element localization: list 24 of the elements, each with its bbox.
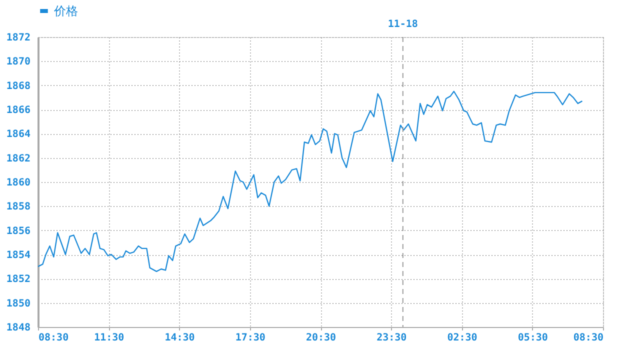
y-tick-label: 1870: [6, 56, 30, 68]
x-tick-label: 08:30: [38, 332, 69, 344]
y-tick-label: 1862: [6, 153, 30, 164]
x-tick-label: 11:30: [94, 332, 124, 344]
x-tick-label: 17:30: [235, 332, 266, 344]
x-tick-label: 05:30: [518, 332, 548, 344]
x-tick-label: 14:30: [164, 332, 195, 344]
y-tick-label: 1850: [6, 298, 30, 310]
x-tick-label: 20:30: [306, 332, 336, 344]
y-tick-label: 1858: [6, 202, 30, 213]
x-tick-label: 23:30: [376, 332, 407, 344]
y-tick-label: 1856: [6, 226, 30, 237]
x-tick-label: 02:30: [447, 332, 478, 344]
x-tick-label: 08:30: [573, 332, 604, 344]
y-tick-label: 1852: [6, 274, 30, 286]
y-tick-label: 1854: [6, 250, 30, 261]
y-tick-label: 1864: [6, 129, 30, 140]
y-tick-label: 1848: [6, 322, 30, 334]
y-tick-label: 1860: [6, 178, 30, 188]
y-tick-label: 1868: [6, 80, 30, 92]
ref-line-label: 11-18: [388, 19, 418, 30]
y-tick-label: 1872: [6, 32, 30, 44]
y-tick-label: 1866: [6, 105, 30, 116]
legend-label: 价格: [53, 4, 78, 18]
